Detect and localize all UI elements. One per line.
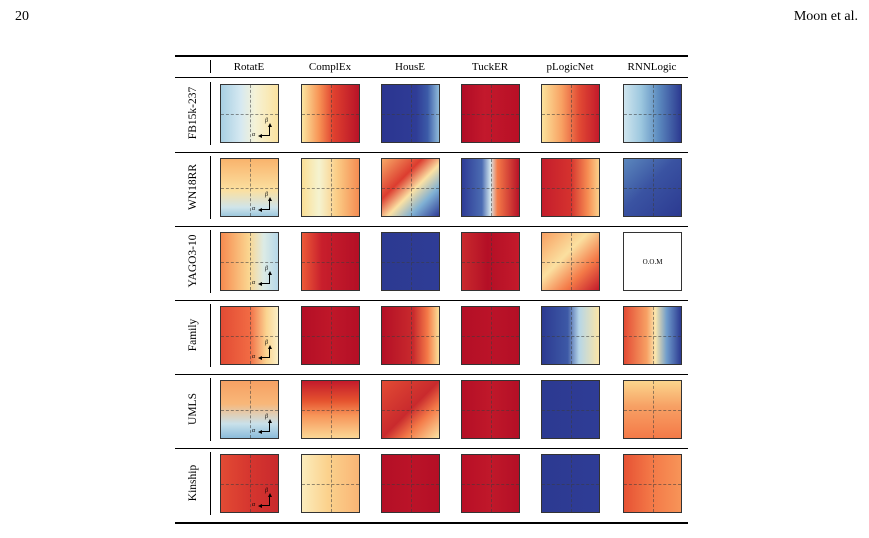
heatmap-panel-kinship-plogicnet bbox=[541, 454, 600, 513]
oom-label: O.O.M bbox=[642, 257, 663, 266]
column-header-complex: ComplEx bbox=[308, 61, 352, 73]
heatmap-panel-wn18rr-plogicnet bbox=[541, 158, 600, 217]
column-header-rotate: RotatE bbox=[233, 61, 265, 73]
heatmap-panel-fb15k-237-plogicnet bbox=[541, 84, 600, 143]
row-label-divider bbox=[210, 230, 211, 293]
column-header-rnnlogic: RNNLogic bbox=[627, 61, 677, 73]
header-divider bbox=[210, 60, 211, 73]
heatmap-panel-fb15k-237-complex bbox=[301, 84, 360, 143]
row-divider bbox=[175, 300, 688, 301]
row-label-umls: UMLS bbox=[187, 393, 199, 425]
heatmap-panel-umls-rnnlogic bbox=[623, 380, 682, 439]
running-head: Moon et al. bbox=[793, 9, 858, 24]
page-number: 20 bbox=[15, 9, 29, 24]
beta-label: β bbox=[265, 192, 268, 198]
heatmap-panel-fb15k-237-tucker bbox=[461, 84, 520, 143]
heatmap-panel-kinship-rnnlogic bbox=[623, 454, 682, 513]
heatmap-panel-umls-plogicnet bbox=[541, 380, 600, 439]
beta-label: β bbox=[265, 118, 268, 124]
heatmap-panel-family-tucker bbox=[461, 306, 520, 365]
row-divider bbox=[175, 448, 688, 449]
alpha-label: α bbox=[252, 280, 256, 286]
heatmap-panel-fb15k-237-house bbox=[381, 84, 440, 143]
heatmap-panel-yago3-10-plogicnet bbox=[541, 232, 600, 291]
beta-label: β bbox=[265, 414, 268, 420]
alpha-label: α bbox=[252, 206, 256, 212]
heatmap-panel-wn18rr-tucker bbox=[461, 158, 520, 217]
heatmap-panel-wn18rr-house bbox=[381, 158, 440, 217]
heatmap-panel-wn18rr-rnnlogic bbox=[623, 158, 682, 217]
row-label-divider bbox=[210, 82, 211, 145]
heatmap-panel-umls-house bbox=[381, 380, 440, 439]
heatmap-panel-fb15k-237-rnnlogic bbox=[623, 84, 682, 143]
alpha-label: α bbox=[252, 428, 256, 434]
heatmap-panel-umls-tucker bbox=[461, 380, 520, 439]
alpha-label: α bbox=[252, 502, 256, 508]
alpha-label: α bbox=[252, 354, 256, 360]
heatmap-panel-family-house bbox=[381, 306, 440, 365]
row-label-divider bbox=[210, 304, 211, 367]
beta-label: β bbox=[265, 488, 268, 494]
heatmap-panel-kinship-complex bbox=[301, 454, 360, 513]
heatmap-panel-family-rnnlogic bbox=[623, 306, 682, 365]
row-divider bbox=[175, 226, 688, 227]
heatmap-panel-yago3-10-house bbox=[381, 232, 440, 291]
row-label-family: Family bbox=[187, 318, 199, 352]
heatmap-panel-yago3-10-complex bbox=[301, 232, 360, 291]
row-label-divider bbox=[210, 378, 211, 441]
column-header-tucker: TuckER bbox=[471, 61, 509, 73]
row-divider bbox=[175, 374, 688, 375]
column-header-house: HousE bbox=[395, 61, 425, 73]
row-label-divider bbox=[210, 452, 211, 515]
bottom-rule bbox=[175, 522, 688, 524]
header-rule bbox=[175, 77, 688, 78]
heatmap-panel-family-complex bbox=[301, 306, 360, 365]
row-divider bbox=[175, 152, 688, 153]
beta-label: β bbox=[265, 266, 268, 272]
heatmap-panel-kinship-house bbox=[381, 454, 440, 513]
heatmap-panel-wn18rr-complex bbox=[301, 158, 360, 217]
row-label-yago3-10: YAGO3-10 bbox=[187, 234, 199, 288]
alpha-label: α bbox=[252, 132, 256, 138]
row-label-fb15k-237: FB15k-237 bbox=[187, 86, 199, 140]
row-label-kinship: Kinship bbox=[187, 464, 199, 502]
heatmap-panel-umls-complex bbox=[301, 380, 360, 439]
panel-oom: O.O.M bbox=[623, 232, 682, 291]
heatmap-panel-family-plogicnet bbox=[541, 306, 600, 365]
top-rule bbox=[175, 55, 688, 57]
row-label-divider bbox=[210, 156, 211, 219]
column-header-plogicnet: pLogicNet bbox=[546, 61, 594, 73]
beta-label: β bbox=[265, 340, 268, 346]
row-label-wn18rr: WN18RR bbox=[187, 164, 199, 210]
heatmap-panel-yago3-10-tucker bbox=[461, 232, 520, 291]
heatmap-panel-kinship-tucker bbox=[461, 454, 520, 513]
